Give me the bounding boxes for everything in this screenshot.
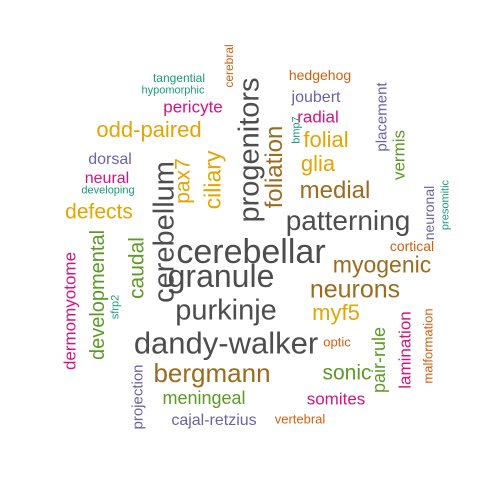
- word-neuronal: neuronal: [421, 185, 437, 241]
- word-patterning: patterning: [285, 205, 411, 236]
- word-neurons: neurons: [309, 275, 401, 304]
- word-sfrp2: sfrp2: [109, 294, 122, 320]
- word-radial: radial: [297, 107, 339, 127]
- word-defects: defects: [65, 200, 133, 224]
- word-developing: developing: [81, 184, 135, 197]
- word-sonic: sonic: [322, 361, 372, 385]
- word-bmp7: bmp7: [290, 116, 303, 144]
- word-lamination: lamination: [395, 311, 415, 389]
- word-cortical: cortical: [389, 238, 435, 254]
- word-foliation: foliation: [261, 125, 288, 209]
- word-myf5: myf5: [312, 300, 360, 325]
- word-cerebral: cerebral: [222, 44, 236, 88]
- word-pax7: pax7: [171, 158, 195, 204]
- word-placement: placement: [373, 82, 391, 152]
- word-dandy-walker: dandy-walker: [133, 325, 319, 361]
- word-odd-paired: odd-paired: [96, 117, 202, 142]
- word-bergmann: bergmann: [153, 358, 271, 388]
- word-optic: optic: [323, 334, 351, 350]
- word-somites: somites: [306, 389, 366, 409]
- word-pericyte: pericyte: [163, 97, 223, 117]
- word-cerebellar: cerebellar: [176, 233, 326, 271]
- word-malformation: malformation: [420, 308, 436, 384]
- word-vertebral: vertebral: [274, 411, 326, 427]
- word-meningeal: meningeal: [162, 388, 246, 408]
- word-dermomyotome: dermomyotome: [60, 251, 80, 371]
- word-medial: medial: [299, 177, 371, 204]
- word-dorsal: dorsal: [88, 151, 132, 168]
- word-presomitic: presomitic: [439, 179, 452, 231]
- word-hypomorphic: hypomorphic: [141, 84, 205, 97]
- word-joubert: joubert: [291, 89, 341, 106]
- word-granule: granule: [167, 258, 275, 294]
- word-projection: projection: [129, 364, 147, 430]
- word-ciliary: ciliary: [199, 150, 226, 210]
- word-glia: glia: [300, 151, 336, 176]
- word-developmental: developmental: [87, 229, 109, 361]
- word-cajal-retzius: cajal-retzius: [171, 412, 257, 429]
- word-purkinje: purkinje: [175, 294, 277, 327]
- word-neural: neural: [84, 170, 130, 187]
- word-hedgehog: hedgehog: [288, 67, 352, 83]
- word-pair-rule: pair-rule: [369, 326, 389, 394]
- word-vermis: vermis: [389, 129, 409, 181]
- word-caudal: caudal: [125, 237, 149, 299]
- word-myogenic: myogenic: [332, 251, 432, 278]
- word-folial: folial: [303, 127, 349, 152]
- word-tangential: tangential: [152, 71, 206, 85]
